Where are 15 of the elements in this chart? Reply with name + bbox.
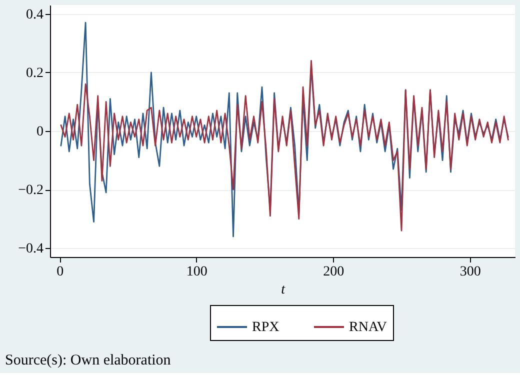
y-tick-label: −0.4 bbox=[18, 242, 44, 257]
x-axis-title: t bbox=[281, 282, 286, 298]
x-tick-label: 0 bbox=[56, 264, 64, 280]
y-tick-label: 0.4 bbox=[26, 7, 44, 22]
legend-label: RNAV bbox=[349, 320, 387, 335]
y-tick-label: 0.2 bbox=[26, 66, 44, 81]
x-tick-label: 300 bbox=[460, 264, 481, 280]
line-series bbox=[60, 22, 509, 238]
y-tick-label: 0 bbox=[36, 124, 44, 140]
x-tick-label: 100 bbox=[186, 264, 208, 280]
y-tick-label: −0.2 bbox=[18, 183, 44, 198]
source-note: Source(s): Own elaboration bbox=[5, 352, 172, 368]
line-series bbox=[60, 60, 509, 232]
legend-label: RPX bbox=[252, 320, 280, 335]
x-tick-label: 200 bbox=[323, 264, 344, 280]
